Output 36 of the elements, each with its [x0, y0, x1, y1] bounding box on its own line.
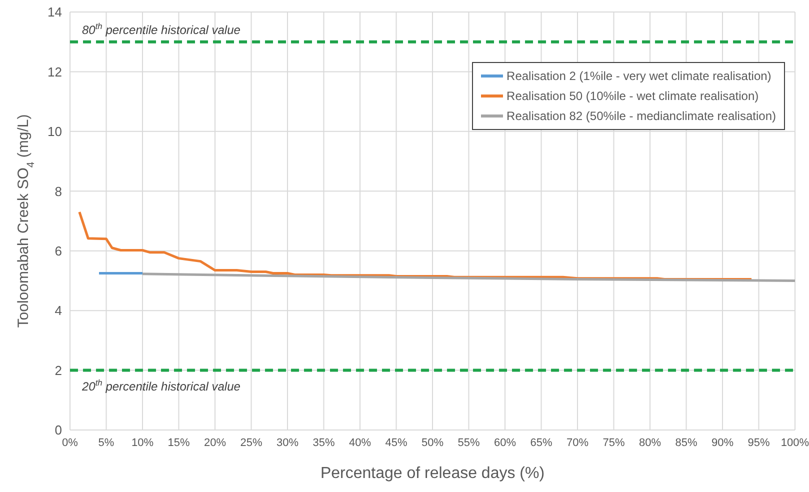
x-tick-label: 60% — [494, 436, 516, 449]
x-tick-label: 50% — [421, 436, 444, 449]
x-tick-label: 20% — [204, 436, 226, 449]
x-tick-label: 55% — [458, 436, 480, 449]
ref-line-label: 20$^{th}$ percentile historical value — [81, 377, 241, 394]
y-tick-label: 8 — [54, 184, 62, 199]
x-tick-label: 5% — [98, 436, 114, 449]
x-tick-label: 30% — [276, 436, 299, 449]
x-tick-label: 75% — [602, 436, 625, 449]
y-tick-label: 14 — [48, 4, 62, 20]
y-tick-label: 12 — [48, 64, 62, 80]
x-tick-label: 90% — [711, 436, 734, 449]
x-tick-label: 10% — [131, 436, 154, 449]
x-tick-label: 15% — [168, 436, 190, 449]
x-tick-label: 85% — [675, 436, 698, 449]
x-tick-label: 95% — [748, 436, 770, 449]
x-tick-label: 25% — [240, 436, 262, 449]
x-tick-label: 80% — [638, 436, 662, 449]
x-axis-title: Percentage of release days (%) — [320, 465, 545, 482]
y-tick-label: 4 — [54, 303, 62, 318]
x-tick-label: 100% — [780, 436, 809, 449]
legend-label: Realisation 82 (50%ile - medianclimate realisation) — [506, 108, 776, 125]
y-tick-label: 10 — [48, 124, 62, 140]
y-tick-label: 0 — [54, 422, 62, 438]
legend-label: Realisation 2 (1%ile - very wet climate realisation) — [506, 68, 772, 85]
x-tick-label: 45% — [385, 436, 408, 449]
x-tick-label: 40% — [348, 436, 372, 449]
x-tick-label: 35% — [312, 436, 335, 449]
legend-label: Realisation 50 (10%ile - wet climate realisation) — [506, 88, 759, 105]
x-tick-label: 70% — [566, 436, 589, 449]
line-series — [141, 272, 795, 282]
y-tick-label: 6 — [54, 243, 62, 258]
x-tick-label: 65% — [530, 436, 552, 449]
ref-line-label: 80$^{th}$ percentile historical value — [82, 20, 241, 37]
y-tick-label: 2 — [54, 362, 62, 378]
x-tick-label: 0% — [62, 436, 78, 449]
